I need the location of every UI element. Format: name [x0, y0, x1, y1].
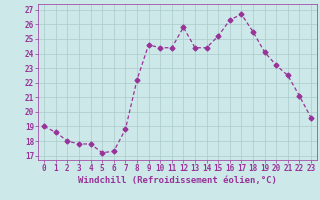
X-axis label: Windchill (Refroidissement éolien,°C): Windchill (Refroidissement éolien,°C) [78, 176, 277, 185]
